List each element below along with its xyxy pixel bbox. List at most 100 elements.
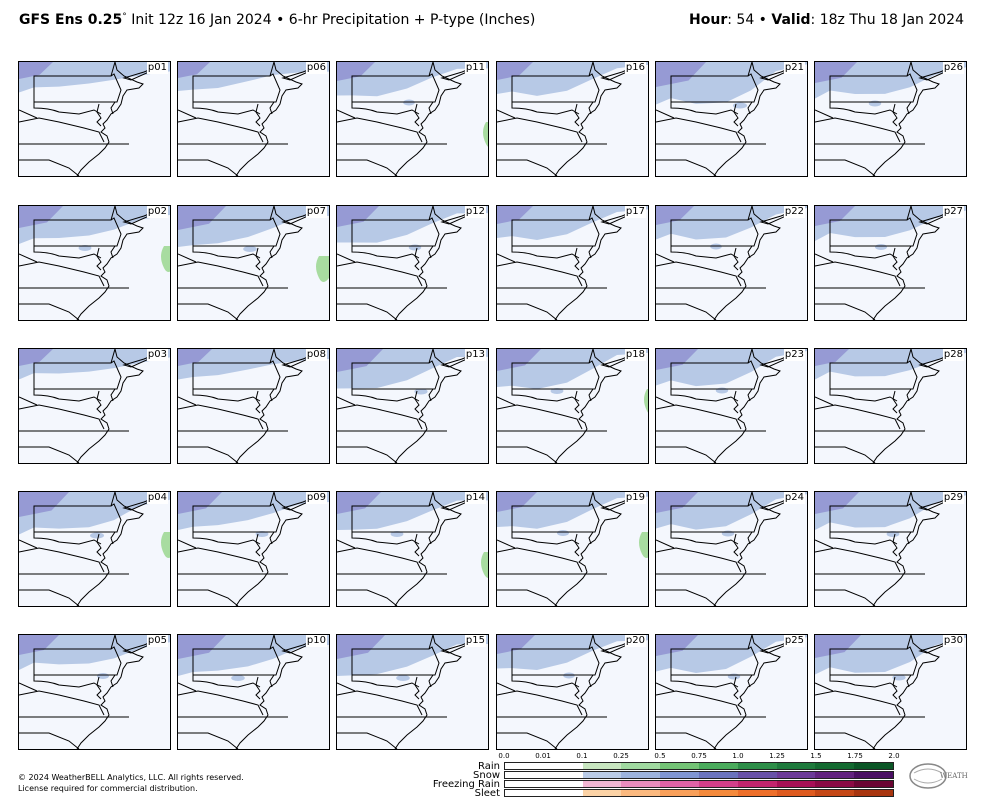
ensemble-panel-p10: p10: [177, 634, 330, 750]
ny-border: [588, 206, 594, 221]
sc-border: [497, 589, 558, 606]
ky-tn-border: [497, 396, 516, 406]
ensemble-panel-p30: p30: [814, 634, 967, 750]
ky-tn-border: [337, 682, 356, 692]
snow-spot: [875, 244, 887, 250]
va-border: [815, 261, 901, 287]
legend-row-rain: Rain: [440, 762, 900, 772]
delaware-bay: [747, 101, 753, 115]
ky-tn-border: [656, 109, 675, 119]
snow-heavy-area: [337, 349, 383, 372]
sc-border: [815, 159, 876, 176]
snow-heavy-area: [178, 349, 212, 366]
coastline: [713, 635, 781, 749]
snow-heavy-area: [178, 635, 226, 659]
md-border: [33, 246, 102, 259]
ensemble-panel-p15: p15: [336, 634, 489, 750]
snow-heavy-area: [497, 62, 533, 80]
ny-border: [269, 635, 275, 650]
delaware-bay: [906, 101, 912, 115]
snow-heavy-area: [337, 206, 379, 227]
va-border: [337, 261, 423, 287]
ky-tn-border: [497, 253, 516, 263]
ensemble-panel-p12: p12: [336, 205, 489, 321]
legend-swatch: [737, 763, 777, 769]
legend-swatch: [660, 772, 699, 778]
rain-area: [161, 532, 170, 558]
snow-heavy-area: [656, 349, 698, 370]
snow-heavy-area: [656, 492, 698, 513]
va-border: [19, 261, 105, 287]
coastline: [235, 349, 303, 463]
chesapeake-bay: [414, 247, 420, 271]
snow-heavy-area: [815, 206, 855, 226]
va-border: [497, 547, 583, 573]
snow-heavy-area: [19, 349, 53, 366]
panel-label: p01: [146, 62, 168, 74]
panel-label: p13: [464, 349, 486, 361]
ensemble-panel-p13: p13: [336, 348, 489, 464]
legend-swatch: [815, 790, 855, 796]
snow-heavy-area: [178, 62, 210, 78]
coastline: [76, 635, 144, 749]
panel-label: p23: [783, 349, 805, 361]
ny-border: [110, 349, 116, 364]
chesapeake-bay: [414, 390, 420, 414]
legend-swatch: [582, 772, 622, 778]
snow-spot: [727, 673, 741, 680]
ensemble-panel-p07: p07: [177, 205, 330, 321]
snow-area: [497, 349, 648, 389]
ky-tn-border: [19, 539, 38, 549]
hour-value: : 54: [727, 12, 755, 28]
snow-area: [337, 206, 488, 243]
ny-border: [588, 62, 594, 77]
snow-area: [815, 635, 966, 675]
ny-border: [747, 635, 753, 650]
snow-area: [656, 492, 807, 530]
legend-swatch: [815, 763, 855, 769]
coastline: [76, 349, 144, 463]
sc-border: [656, 732, 717, 749]
coastline: [713, 492, 781, 606]
delaware-bay: [110, 388, 116, 402]
va-border: [178, 261, 264, 287]
delaware-bay: [428, 388, 434, 402]
panel-label: p28: [942, 349, 964, 361]
panel-label: p15: [464, 635, 486, 647]
ky-tn-border: [178, 396, 197, 406]
ensemble-panel-p28: p28: [814, 348, 967, 464]
snow-heavy-area: [178, 492, 222, 514]
md-border: [829, 389, 898, 402]
legend-color-bar: [504, 780, 894, 788]
va-border: [656, 404, 742, 430]
md-border: [33, 532, 102, 545]
license-text: License required for commercial distribu…: [18, 784, 198, 793]
md-border: [192, 389, 261, 402]
delaware-bay: [747, 531, 753, 545]
snow-heavy-area: [337, 62, 375, 81]
panel-label: p27: [942, 206, 964, 218]
sc-border: [656, 446, 717, 463]
ky-tn-border: [656, 539, 675, 549]
legend-swatch: [660, 790, 699, 796]
delaware-bay: [747, 245, 753, 259]
legend-swatch: [854, 772, 893, 778]
panel-label: p25: [783, 635, 805, 647]
chesapeake-bay: [96, 103, 102, 127]
ensemble-panel-p02: p02: [18, 205, 171, 321]
ny-border: [747, 349, 753, 364]
va-border: [815, 404, 901, 430]
va-border: [497, 404, 583, 430]
delaware-bay: [269, 674, 275, 688]
md-border: [33, 102, 102, 115]
coastline: [554, 492, 622, 606]
md-border: [829, 675, 898, 688]
delaware-bay: [428, 531, 434, 545]
snow-heavy-area: [178, 206, 226, 230]
ny-border: [906, 635, 912, 650]
md-border: [33, 675, 102, 688]
va-border: [19, 117, 105, 143]
snow-area: [337, 492, 488, 530]
legend-swatch: [854, 781, 893, 787]
ky-tn-border: [656, 396, 675, 406]
